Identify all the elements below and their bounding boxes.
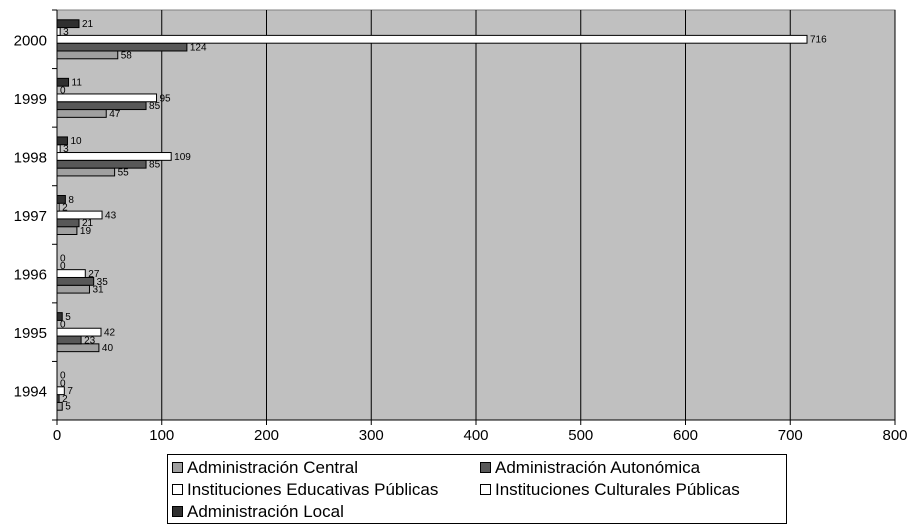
gridlines xyxy=(161,10,896,420)
x-tick-label: 600 xyxy=(673,427,698,444)
data-label: 35 xyxy=(97,277,109,288)
data-label: 31 xyxy=(92,285,104,296)
legend-swatch xyxy=(480,462,491,474)
x-tick-label: 100 xyxy=(149,427,174,444)
data-label: 10 xyxy=(70,136,82,147)
data-label: 2 xyxy=(62,203,68,214)
data-label: 21 xyxy=(82,19,94,30)
legend-swatch xyxy=(480,484,491,496)
bar xyxy=(56,93,158,103)
legend-label: Administración Autonómica xyxy=(495,458,701,477)
legend: Administración Central Administración Au… xyxy=(167,454,787,524)
data-label: 0 xyxy=(60,261,66,272)
data-label: 124 xyxy=(190,42,207,53)
data-label: 5 xyxy=(65,312,71,323)
data-label: 85 xyxy=(149,101,161,112)
y-tick-label: 1994 xyxy=(14,384,47,401)
data-label: 8 xyxy=(68,195,74,206)
y-tick-label: 1997 xyxy=(14,208,47,225)
data-label: 27 xyxy=(88,269,100,280)
legend-item-administracion-central: Administración Central xyxy=(172,457,358,479)
legend-item-instituciones-educativas: Instituciones Educativas Públicas xyxy=(172,479,438,501)
bar xyxy=(56,109,107,118)
bar xyxy=(56,34,808,44)
x-tick-label: 0 xyxy=(53,427,61,444)
data-label: 0 xyxy=(60,85,66,96)
data-label: 19 xyxy=(80,226,92,237)
bar xyxy=(56,284,90,294)
bar xyxy=(56,101,147,111)
bar xyxy=(56,226,78,235)
data-label: 7 xyxy=(67,386,73,397)
bar xyxy=(56,159,147,169)
data-label: 58 xyxy=(121,50,133,61)
y-tick-label: 1995 xyxy=(14,325,47,342)
data-label: 85 xyxy=(149,160,161,171)
y-tick-label: 1998 xyxy=(14,149,47,166)
x-tick-label: 400 xyxy=(463,427,488,444)
data-label: 0 xyxy=(60,320,66,331)
data-label: 0 xyxy=(60,378,66,389)
data-label: 43 xyxy=(105,210,117,221)
data-label: 2 xyxy=(62,394,68,405)
data-label: 109 xyxy=(174,152,191,163)
x-tick-label: 200 xyxy=(254,427,279,444)
bar xyxy=(56,312,63,321)
data-label: 0 xyxy=(60,253,66,264)
legend-item-administracion-local: Administración Local xyxy=(172,501,344,523)
legend-label: Instituciones Culturales Públicas xyxy=(495,480,740,499)
data-label: 3 xyxy=(63,27,69,38)
data-label: 716 xyxy=(810,35,827,46)
bar xyxy=(56,218,80,228)
bar xyxy=(56,136,68,146)
data-label: 47 xyxy=(109,109,121,120)
data-label: 40 xyxy=(102,343,114,354)
legend-swatch xyxy=(172,462,183,474)
legend-label: Administración Central xyxy=(187,458,359,477)
x-tick-label: 800 xyxy=(882,427,907,444)
y-tick-label: 1996 xyxy=(14,267,47,284)
data-label: 5 xyxy=(65,402,71,413)
bar xyxy=(56,167,116,177)
bar xyxy=(56,77,70,87)
legend-swatch xyxy=(172,484,183,496)
legend-label: Administración Local xyxy=(187,502,344,521)
bar xyxy=(56,50,119,60)
legend-swatch xyxy=(172,506,183,518)
legend-item-administracion-autonomica: Administración Autonómica xyxy=(480,457,700,479)
x-tick-label: 700 xyxy=(778,427,803,444)
x-tick-label: 500 xyxy=(568,427,593,444)
legend-label: Instituciones Educativas Públicas xyxy=(187,480,439,499)
legend-item-instituciones-culturales: Instituciones Culturales Públicas xyxy=(480,479,740,501)
data-label: 23 xyxy=(84,335,96,346)
data-label: 42 xyxy=(104,328,116,339)
data-label: 95 xyxy=(160,93,172,104)
y-tick-label: 1999 xyxy=(14,91,47,108)
data-label: 21 xyxy=(82,218,94,229)
axes: 0 100 200 300 400 500 600 700 800199419951996199… xyxy=(14,9,908,444)
bar xyxy=(56,335,82,345)
bar xyxy=(56,152,172,161)
bar xyxy=(56,19,80,29)
data-label: 3 xyxy=(63,144,69,155)
data-label: 55 xyxy=(118,167,130,178)
data-label: 0 xyxy=(60,371,66,382)
bar xyxy=(56,195,66,204)
bars: 5270040234205313527001921432855851093104… xyxy=(56,19,827,413)
x-tick-label: 300 xyxy=(359,427,384,444)
data-label: 11 xyxy=(72,78,83,89)
y-tick-label: 2000 xyxy=(14,32,47,49)
bar xyxy=(56,42,188,52)
